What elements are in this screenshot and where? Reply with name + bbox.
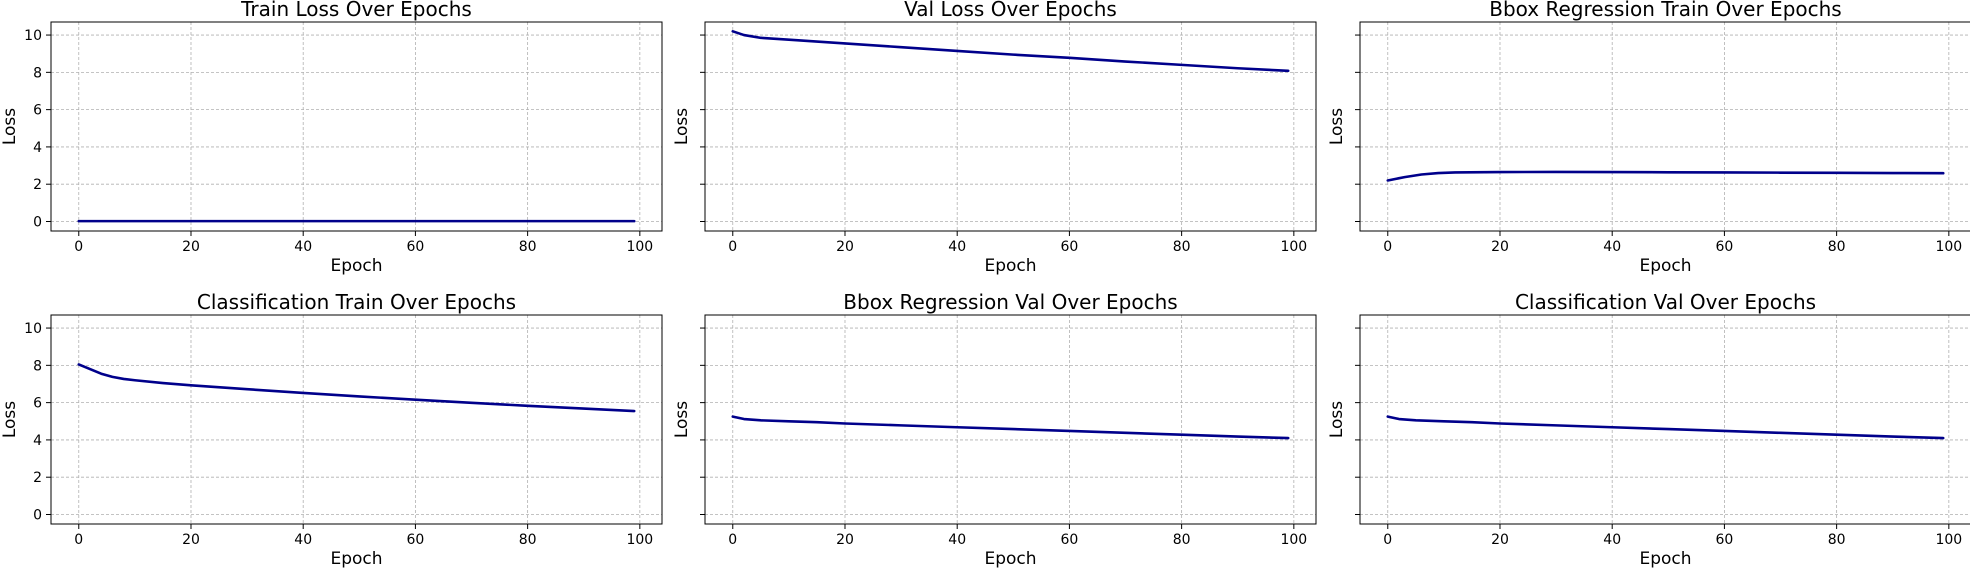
chart-title: Classification Train Over Epochs bbox=[197, 290, 516, 314]
x-tick-label: 20 bbox=[1491, 532, 1509, 548]
x-tick-label: 20 bbox=[836, 532, 854, 548]
x-tick-label: 20 bbox=[1491, 239, 1509, 255]
y-axis-label: Loss bbox=[1327, 401, 1347, 438]
y-tick-label: 0 bbox=[33, 507, 42, 523]
x-tick-label: 80 bbox=[519, 532, 537, 548]
x-axis-label: Epoch bbox=[330, 256, 382, 276]
x-axis-label: Epoch bbox=[330, 549, 382, 569]
y-axis-label: Loss bbox=[0, 401, 20, 438]
x-tick-label: 20 bbox=[182, 532, 200, 548]
x-tick-label: 40 bbox=[948, 239, 966, 255]
y-tick-label: 8 bbox=[33, 65, 42, 81]
x-tick-label: 20 bbox=[182, 239, 200, 255]
y-tick-label: 10 bbox=[24, 321, 42, 337]
chart-panel-3: 0 20 40 60 80 100 Bbox Regression Train Over E… bbox=[1327, 0, 1970, 276]
chart-panel-1: 0 20 40 60 80 100 0 2 4 6 8 10 Train Loss Over Epoch… bbox=[0, 0, 663, 276]
loss-series-line bbox=[731, 415, 1290, 440]
x-tick-label: 40 bbox=[1603, 532, 1621, 548]
plot-frame bbox=[50, 314, 663, 525]
x-tick-label: 0 bbox=[728, 239, 737, 255]
x-tick-label: 60 bbox=[406, 532, 424, 548]
y-tick-label: 8 bbox=[33, 358, 42, 374]
x-tick-label: 100 bbox=[1935, 239, 1962, 255]
plot-frame bbox=[50, 21, 663, 232]
loss-series-line bbox=[1386, 415, 1945, 440]
plot-frame bbox=[704, 314, 1317, 525]
chart-panel-2: 0 20 40 60 80 100 Val Loss Over Epochs Epoch Los… bbox=[672, 0, 1317, 276]
chart-title: Train Loss Over Epochs bbox=[240, 0, 472, 21]
x-axis-label: Epoch bbox=[984, 256, 1036, 276]
x-axis-label: Epoch bbox=[1639, 549, 1691, 569]
loss-series-line bbox=[77, 363, 636, 413]
x-tick-label: 0 bbox=[74, 532, 83, 548]
loss-series-line bbox=[1386, 170, 1945, 182]
x-tick-label: 60 bbox=[406, 239, 424, 255]
x-tick-label: 60 bbox=[1060, 532, 1078, 548]
chart-title: Val Loss Over Epochs bbox=[904, 0, 1117, 21]
y-axis-label: Loss bbox=[672, 108, 692, 145]
x-tick-label: 60 bbox=[1715, 239, 1733, 255]
x-tick-label: 100 bbox=[1280, 239, 1307, 255]
x-tick-label: 0 bbox=[728, 532, 737, 548]
y-axis-label: Loss bbox=[672, 401, 692, 438]
plot-frame bbox=[704, 21, 1317, 232]
chart-title: Classification Val Over Epochs bbox=[1515, 290, 1816, 314]
x-tick-label: 40 bbox=[294, 532, 312, 548]
y-tick-label: 4 bbox=[33, 433, 42, 449]
y-tick-label: 0 bbox=[33, 214, 42, 230]
x-tick-label: 80 bbox=[1828, 239, 1846, 255]
chart-panel-5: 0 20 40 60 80 100 Bbox Regression Val Over Epo… bbox=[672, 290, 1317, 569]
chart-title: Bbox Regression Train Over Epochs bbox=[1489, 0, 1841, 21]
x-axis-label: Epoch bbox=[1639, 256, 1691, 276]
x-tick-label: 100 bbox=[1280, 532, 1307, 548]
y-tick-label: 6 bbox=[33, 103, 42, 119]
x-tick-label: 60 bbox=[1060, 239, 1078, 255]
x-tick-label: 100 bbox=[626, 532, 653, 548]
plot-frame bbox=[1359, 314, 1970, 525]
y-tick-label: 10 bbox=[24, 28, 42, 44]
chart-panel-4: 0 20 40 60 80 100 0 2 4 6 8 10 Classification Train … bbox=[0, 290, 663, 569]
x-tick-label: 0 bbox=[1383, 532, 1392, 548]
x-tick-label: 20 bbox=[836, 239, 854, 255]
x-tick-label: 80 bbox=[1173, 532, 1191, 548]
chart-title: Bbox Regression Val Over Epochs bbox=[843, 290, 1177, 314]
y-axis-label: Loss bbox=[1327, 108, 1347, 145]
x-tick-label: 100 bbox=[1935, 532, 1962, 548]
x-tick-label: 80 bbox=[1828, 532, 1846, 548]
x-tick-label: 100 bbox=[626, 239, 653, 255]
x-tick-label: 60 bbox=[1715, 532, 1733, 548]
x-tick-label: 40 bbox=[294, 239, 312, 255]
y-tick-label: 2 bbox=[33, 470, 42, 486]
x-tick-label: 40 bbox=[1603, 239, 1621, 255]
plot-frame bbox=[1359, 21, 1970, 232]
chart-panel-6: 0 20 40 60 80 100 Classification Val Over Epoc… bbox=[1327, 290, 1970, 569]
loss-series-line bbox=[731, 30, 1290, 73]
x-tick-label: 0 bbox=[1383, 239, 1392, 255]
y-tick-label: 4 bbox=[33, 140, 42, 156]
x-tick-label: 0 bbox=[74, 239, 83, 255]
x-axis-label: Epoch bbox=[984, 549, 1036, 569]
x-tick-label: 80 bbox=[1173, 239, 1191, 255]
x-tick-label: 80 bbox=[519, 239, 537, 255]
y-axis-label: Loss bbox=[0, 108, 20, 145]
y-tick-label: 2 bbox=[33, 177, 42, 193]
x-tick-label: 40 bbox=[948, 532, 966, 548]
y-tick-label: 6 bbox=[33, 396, 42, 412]
